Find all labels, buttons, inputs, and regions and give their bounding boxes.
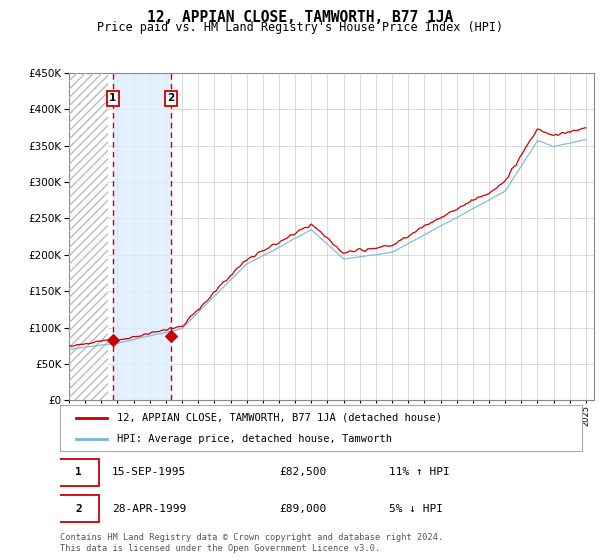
Text: 11% ↑ HPI: 11% ↑ HPI [389, 468, 449, 478]
Text: 12, APPIAN CLOSE, TAMWORTH, B77 1JA (detached house): 12, APPIAN CLOSE, TAMWORTH, B77 1JA (det… [118, 413, 442, 423]
Text: HPI: Average price, detached house, Tamworth: HPI: Average price, detached house, Tamw… [118, 435, 392, 444]
Point [166, 331, 176, 340]
FancyBboxPatch shape [58, 496, 99, 522]
Text: 1: 1 [75, 468, 82, 478]
Bar [69, 73, 108, 400]
Point [108, 336, 118, 345]
Text: Contains HM Land Registry data © Crown copyright and database right 2024.
This d: Contains HM Land Registry data © Crown c… [60, 533, 443, 553]
Text: 2: 2 [167, 94, 175, 103]
Text: £82,500: £82,500 [279, 468, 326, 478]
FancyBboxPatch shape [58, 459, 99, 486]
Bar [113, 73, 171, 400]
Text: 12, APPIAN CLOSE, TAMWORTH, B77 1JA: 12, APPIAN CLOSE, TAMWORTH, B77 1JA [147, 10, 453, 25]
Text: 1: 1 [109, 94, 116, 103]
Text: £89,000: £89,000 [279, 504, 326, 514]
Bar [69, 73, 108, 400]
FancyBboxPatch shape [60, 405, 582, 451]
Text: 15-SEP-1995: 15-SEP-1995 [112, 468, 187, 478]
Text: Price paid vs. HM Land Registry's House Price Index (HPI): Price paid vs. HM Land Registry's House … [97, 21, 503, 34]
Text: 5% ↓ HPI: 5% ↓ HPI [389, 504, 443, 514]
Text: 28-APR-1999: 28-APR-1999 [112, 504, 187, 514]
Text: 2: 2 [75, 504, 82, 514]
